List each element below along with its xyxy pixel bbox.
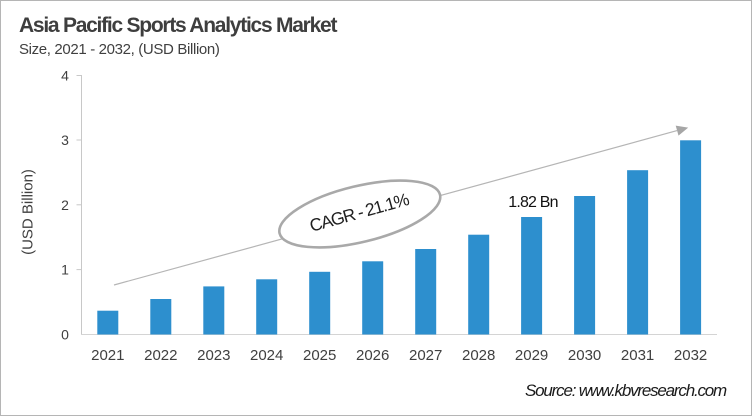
svg-text:0: 0	[61, 326, 69, 342]
svg-text:2: 2	[61, 197, 69, 213]
svg-text:2022: 2022	[144, 347, 177, 364]
svg-text:4: 4	[61, 68, 69, 84]
svg-text:2025: 2025	[303, 347, 336, 364]
svg-text:2027: 2027	[409, 347, 442, 364]
svg-text:2021: 2021	[91, 347, 124, 364]
svg-text:2032: 2032	[674, 347, 707, 364]
svg-text:1: 1	[61, 262, 69, 278]
svg-text:2026: 2026	[356, 347, 389, 364]
svg-text:2029: 2029	[515, 347, 548, 364]
svg-text:2031: 2031	[621, 347, 654, 364]
svg-text:2030: 2030	[568, 347, 601, 364]
svg-text:2023: 2023	[197, 347, 230, 364]
svg-text:2024: 2024	[250, 347, 283, 364]
svg-text:2028: 2028	[462, 347, 495, 364]
svg-text:3: 3	[61, 132, 69, 148]
